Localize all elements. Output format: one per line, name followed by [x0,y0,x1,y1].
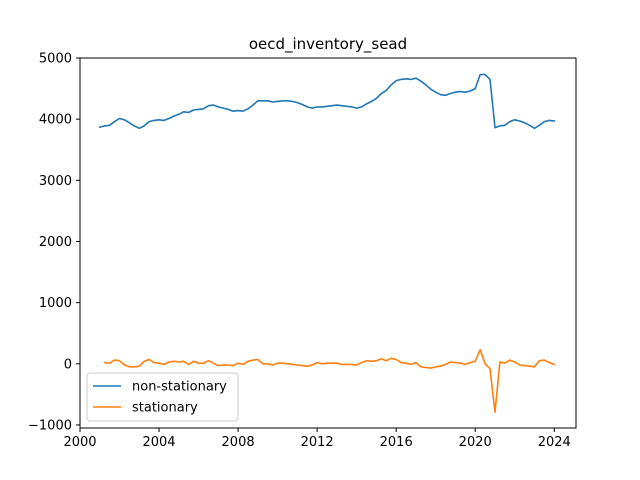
y-tick-label: 1000 [39,296,72,311]
x-tick-label: 2000 [63,435,96,450]
y-tick-label: 3000 [39,174,72,189]
legend-box [86,372,239,422]
x-tick-label: 2008 [222,435,255,450]
chart-title: oecd_inventory_sead [249,35,407,54]
series-line-stationary [103,348,556,413]
x-tick-label: 2024 [538,435,571,450]
y-tick-label: −1000 [28,418,72,433]
series-line-non-stationary [98,73,556,130]
legend-label: stationary [132,401,198,416]
x-tick-label: 2012 [301,435,334,450]
y-tick-label: 5000 [39,52,72,67]
y-tick-label: 0 [64,357,72,372]
legend-label: non-stationary [132,380,227,395]
x-axis: 2000 2004 2008 2012 2016 2020 2024 [63,428,571,450]
y-tick-label: 4000 [39,113,72,128]
legend: non-stationary stationary [86,372,239,422]
x-tick-label: 2016 [380,435,413,450]
x-tick-label: 2004 [142,435,175,450]
series-layer [98,73,556,413]
y-tick-label: 2000 [39,235,72,250]
x-tick-label: 2020 [459,435,492,450]
y-axis: −1000 0 1000 2000 3000 4000 5000 [28,52,80,433]
plot-frame [79,57,577,429]
